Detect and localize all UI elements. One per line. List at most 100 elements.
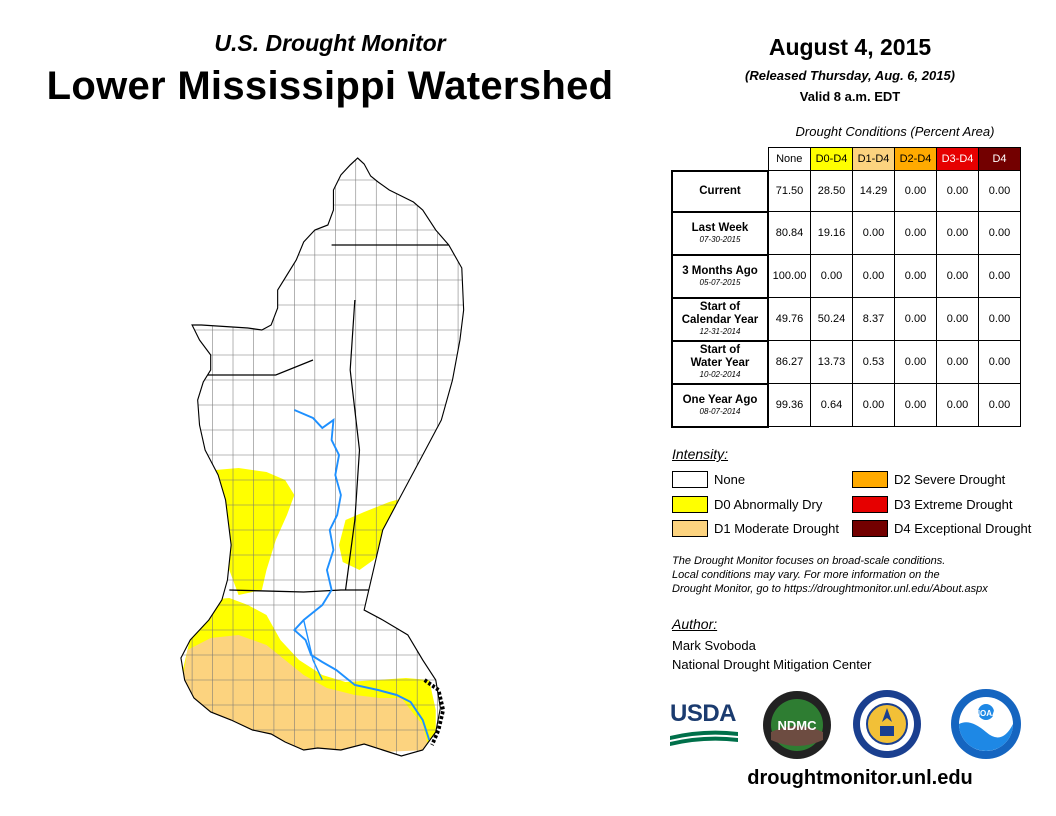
col-header-d4: D4 (978, 147, 1021, 171)
table-cell: 0.00 (894, 254, 937, 298)
author-label: Author: (672, 616, 718, 632)
table-cell: 100.00 (767, 254, 811, 298)
table-cell: 8.37 (852, 297, 895, 341)
row-label: One Year Ago 08-07-2014 (671, 382, 769, 428)
table-cell: 0.00 (894, 340, 937, 384)
table-caption: Drought Conditions (Percent Area) (795, 124, 995, 139)
disclaimer-note: The Drought Monitor focuses on broad-sca… (672, 555, 988, 595)
d0-area-west (215, 468, 295, 595)
usace-logo (852, 688, 922, 760)
table-cell: 71.50 (767, 170, 811, 212)
table-cell: 0.00 (936, 383, 979, 427)
table-cell: 0.00 (894, 383, 937, 427)
legend-item-none: None (672, 471, 745, 488)
table-cell: 0.00 (936, 297, 979, 341)
legend-label: D3 Extreme Drought (894, 497, 1013, 512)
row-label: Last Week 07-30-2015 (671, 210, 769, 256)
table-row: One Year Ago 08-07-2014 99.36 0.64 0.00 0… (671, 382, 1021, 428)
table-cell: 0.00 (936, 170, 979, 212)
table-row: 3 Months Ago 05-07-2015 100.00 0.00 0.00 … (671, 253, 1021, 299)
table-corner (672, 148, 768, 171)
author-org: National Drought Mitigation Center (672, 657, 872, 672)
table-cell: 0.00 (852, 254, 895, 298)
table-cell: 0.53 (852, 340, 895, 384)
legend-item-d3: D3 Extreme Drought (852, 496, 1013, 513)
table-cell: 0.64 (810, 383, 853, 427)
watershed-outline (180, 158, 464, 756)
table-row: Last Week 07-30-2015 80.84 19.16 0.00 0.0… (671, 210, 1021, 256)
mississippi-river (293, 409, 431, 741)
col-header-d1-d4: D1-D4 (852, 147, 895, 171)
row-label: Start of Calendar Year 12-31-2014 (671, 296, 769, 342)
table-cell: 19.16 (810, 211, 853, 255)
table-cell: 99.36 (767, 383, 811, 427)
table-header-row: None D0-D4 D1-D4 D2-D4 D3-D4 D4 (672, 147, 1021, 171)
col-header-d3-d4: D3-D4 (936, 147, 979, 171)
legend-swatch (852, 496, 888, 513)
table-cell: 0.00 (978, 254, 1021, 298)
table-cell: 0.00 (894, 297, 937, 341)
table-cell: 0.00 (978, 170, 1021, 212)
table-cell: 13.73 (810, 340, 853, 384)
map-date: August 4, 2015 (768, 34, 932, 60)
ndmc-seal-icon: NDMC (763, 691, 831, 759)
table-cell: 0.00 (978, 383, 1021, 427)
table-cell: 0.00 (810, 254, 853, 298)
table-cell: 0.00 (978, 297, 1021, 341)
legend-label: None (714, 472, 746, 487)
legend-swatch (672, 520, 708, 537)
website-url: droughtmonitor.unl.edu (747, 767, 973, 789)
table-cell: 0.00 (894, 170, 937, 212)
table-row: Start of Water Year 10-02-2014 86.27 13.73… (671, 339, 1021, 385)
table-row: Start of Calendar Year 12-31-2014 49.76 50… (671, 296, 1021, 342)
table-cell: 0.00 (978, 211, 1021, 255)
legend-label: D4 Exceptional Drought (894, 521, 1032, 536)
row-label: Start of Water Year 10-02-2014 (671, 339, 769, 385)
table-cell: 86.27 (767, 340, 811, 384)
usda-swoosh-icon (670, 730, 738, 746)
usda-logo-text: USDA (670, 700, 737, 727)
table-cell: 80.84 (767, 211, 811, 255)
noaa-logo: NOAA (950, 688, 1022, 760)
col-header-none: None (767, 147, 811, 171)
table-cell: 0.00 (852, 383, 895, 427)
map-subtitle: U.S. Drought Monitor (214, 30, 446, 56)
svg-text:NOAA: NOAA (974, 709, 998, 718)
table-row: Current 71.50 28.50 14.29 0.00 0.00 0.00 (671, 169, 1021, 213)
legend-swatch (672, 496, 708, 513)
watershed-map (180, 157, 465, 757)
ndmc-logo: NDMC (762, 690, 832, 760)
row-label: 3 Months Ago 05-07-2015 (671, 253, 769, 299)
svg-text:NDMC: NDMC (778, 718, 818, 733)
col-header-d2-d4: D2-D4 (894, 147, 937, 171)
legend-swatch (852, 520, 888, 537)
author-name: Mark Svoboda (672, 638, 756, 653)
table-cell: 50.24 (810, 297, 853, 341)
row-label: Current (671, 169, 769, 213)
legend-swatch (852, 471, 888, 488)
legend-item-d2: D2 Severe Drought (852, 471, 1005, 488)
legend-item-d1: D1 Moderate Drought (672, 520, 839, 537)
legend-title: Intensity: (672, 446, 729, 462)
legend-item-d4: D4 Exceptional Drought (852, 520, 1031, 537)
table-cell: 0.00 (936, 340, 979, 384)
table-cell: 28.50 (810, 170, 853, 212)
drought-conditions-table: None D0-D4 D1-D4 D2-D4 D3-D4 D4 Current … (671, 147, 1021, 428)
table-cell: 0.00 (936, 211, 979, 255)
legend-label: D2 Severe Drought (894, 472, 1006, 487)
legend-swatch (672, 471, 708, 488)
legend-item-d0: D0 Abnormally Dry (672, 496, 822, 513)
legend-label: D0 Abnormally Dry (714, 497, 823, 512)
coastal-marsh (423, 678, 446, 746)
table-cell: 0.00 (978, 340, 1021, 384)
table-cell: 14.29 (852, 170, 895, 212)
table-cell: 49.76 (767, 297, 811, 341)
legend-label: D1 Moderate Drought (714, 521, 840, 536)
atchafalaya-river (303, 619, 323, 681)
usace-seal-icon (853, 690, 921, 758)
col-header-d0-d4: D0-D4 (810, 147, 853, 171)
noaa-seal-icon: NOAA (951, 689, 1021, 759)
table-cell: 0.00 (852, 211, 895, 255)
usda-logo: USDA (670, 700, 738, 748)
table-cell: 0.00 (936, 254, 979, 298)
